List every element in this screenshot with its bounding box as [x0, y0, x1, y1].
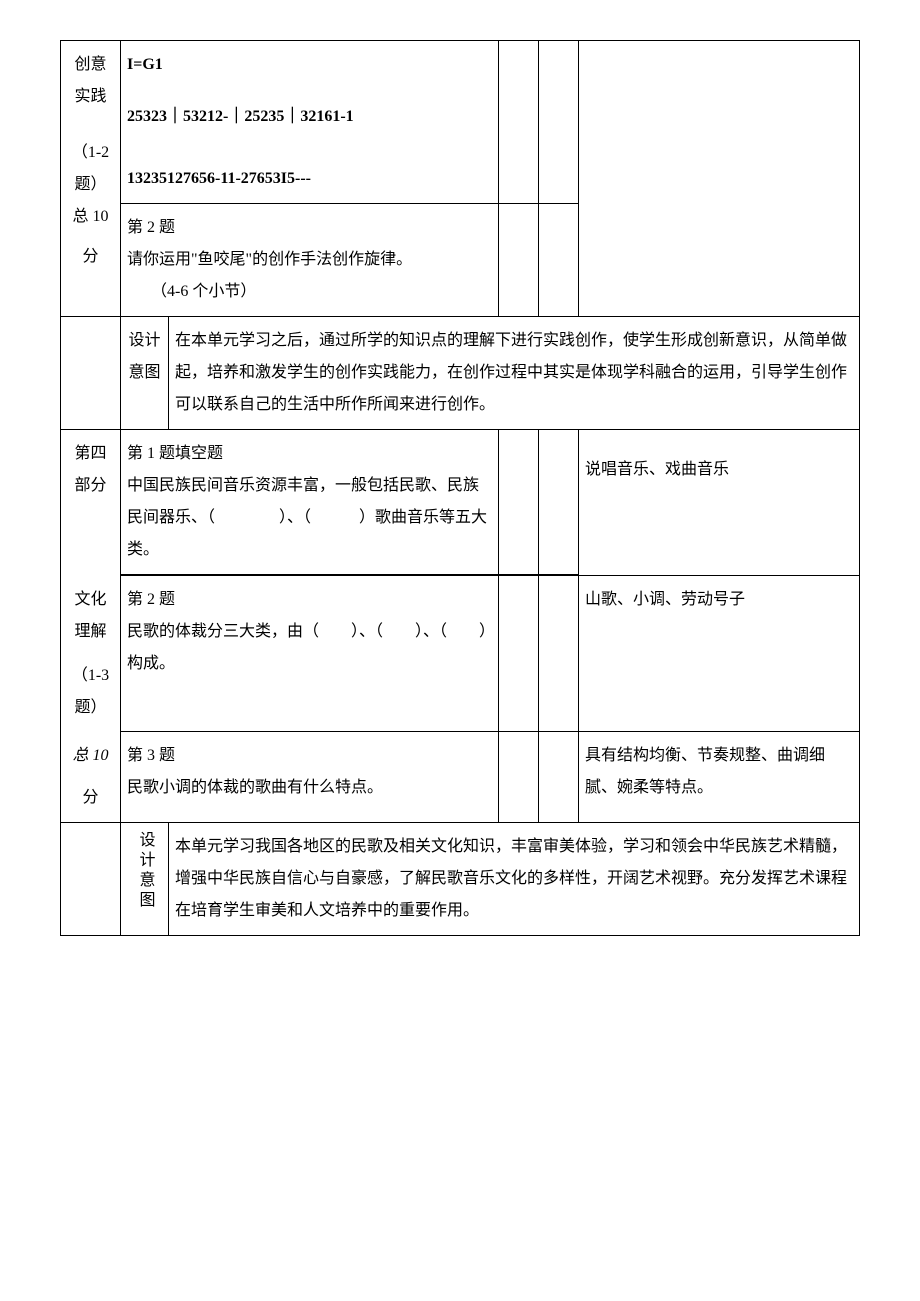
- section4-l2: 文化理解: [67, 584, 114, 648]
- section4-q3-answer: 具有结构均衡、节奏规整、曲调细腻、婉柔等特点。: [579, 732, 860, 823]
- section3-design-label: 设计意图: [128, 332, 160, 381]
- table-row: 第四部分 第 1 题填空题 中国民族民间音乐资源丰富，一般包括民歌、民族民间器乐…: [61, 430, 860, 447]
- section4-q1-cell: 第 1 题填空题 中国民族民间音乐资源丰富，一般包括民歌、民族民间器乐、（ ）、…: [121, 430, 499, 575]
- empty-cell: [539, 732, 579, 823]
- q2-text: 民歌的体裁分三大类，由（ ）、（ ）、（ ）构成。: [127, 616, 492, 680]
- table-row: 设计意图 本单元学习我国各地区的民歌及相关文化知识，丰富审美体验，学习和领会中华…: [61, 822, 860, 935]
- section4-left: 第四部分: [61, 430, 121, 576]
- section4-left-2: 文化理解 （1-3 题）: [61, 576, 121, 732]
- empty-cell: [499, 430, 539, 575]
- design-label-cell: 设计意图: [121, 317, 169, 430]
- empty-cell: [539, 430, 579, 575]
- empty-cell: [499, 41, 539, 204]
- section3-q1-cell: I=G1 25323｜53212-｜25235｜32161-1 13235127…: [121, 41, 499, 204]
- section4-q3-cell: 第 3 题 民歌小调的体裁的歌曲有什么特点。: [121, 732, 499, 823]
- q2-prompt: 请你运用"鱼咬尾"的创作手法创作旋律。: [127, 244, 492, 276]
- section3-unit: 分: [67, 241, 114, 273]
- section4-q2-cell: 第 2 题 民歌的体裁分三大类，由（ ）、（ ）、（ ）构成。: [121, 576, 499, 732]
- section3-q2-cell: 第 2 题 请你运用"鱼咬尾"的创作手法创作旋律。 （4-6 个小节）: [121, 204, 499, 317]
- empty-cell: [61, 822, 121, 935]
- table-row: 设计意图 在本单元学习之后，通过所学的知识点的理解下进行实践创作，使学生形成创新…: [61, 317, 860, 430]
- q2-title: 第 2 题: [127, 212, 492, 244]
- q1-line1: I=G1: [127, 49, 492, 81]
- q3-text: 民歌小调的体裁的歌曲有什么特点。: [127, 772, 492, 804]
- empty-cell: [579, 430, 860, 447]
- empty-cell: [539, 576, 579, 732]
- design-label-cell: 设计意图: [121, 822, 169, 935]
- empty-cell: [499, 576, 539, 732]
- table-row: 总 10 分 第 3 题 民歌小调的体裁的歌曲有什么特点。 具有结构均衡、节奏规…: [61, 732, 860, 823]
- section3-design-text: 在本单元学习之后，通过所学的知识点的理解下进行实践创作，使学生形成创新意识，从简…: [169, 317, 860, 430]
- q2-note: （4-6 个小节）: [127, 276, 492, 308]
- section3-left: 创意实践 （1-2 题）总 10 分: [61, 41, 121, 317]
- q1-text: 中国民族民间音乐资源丰富，一般包括民歌、民族民间器乐、（ ）、（ ）歌曲音乐等五…: [127, 470, 492, 566]
- q2-title: 第 2 题: [127, 584, 492, 616]
- section3-range: （1-2 题）总 10: [67, 137, 114, 233]
- empty-cell: [579, 41, 860, 317]
- section4-l4a: 总 10: [72, 747, 108, 764]
- empty-cell: [499, 204, 539, 317]
- table-row: 创意实践 （1-2 题）总 10 分 I=G1 25323｜53212-｜252…: [61, 41, 860, 204]
- section4-q2-answer: 山歌、小调、劳动号子: [579, 576, 860, 732]
- section4-design-text: 本单元学习我国各地区的民歌及相关文化知识，丰富审美体验，学习和领会中华民族艺术精…: [169, 822, 860, 935]
- q1-line3: 13235127656-11-27653I5---: [127, 163, 492, 195]
- section4-l3: （1-3 题）: [67, 660, 114, 724]
- q1-title: 第 1 题填空题: [127, 438, 492, 470]
- section4-design-label: 设计意图: [129, 831, 161, 911]
- section4-l4b: 分: [67, 782, 114, 814]
- table-row: 文化理解 （1-3 题） 第 2 题 民歌的体裁分三大类，由（ ）、（ ）、（ …: [61, 576, 860, 732]
- section4-left-3: 总 10 分: [61, 732, 121, 823]
- empty-cell: [539, 204, 579, 317]
- q3-title: 第 3 题: [127, 740, 492, 772]
- section3-title: 创意实践: [67, 49, 114, 113]
- q1-line2: 25323｜53212-｜25235｜32161-1: [127, 101, 492, 133]
- section4-q1-answer: 说唱音乐、戏曲音乐: [579, 446, 860, 576]
- empty-cell: [539, 41, 579, 204]
- empty-cell: [499, 732, 539, 823]
- section4-l1: 第四部分: [67, 438, 114, 502]
- empty-cell: [61, 317, 121, 430]
- document-table: 创意实践 （1-2 题）总 10 分 I=G1 25323｜53212-｜252…: [60, 40, 860, 936]
